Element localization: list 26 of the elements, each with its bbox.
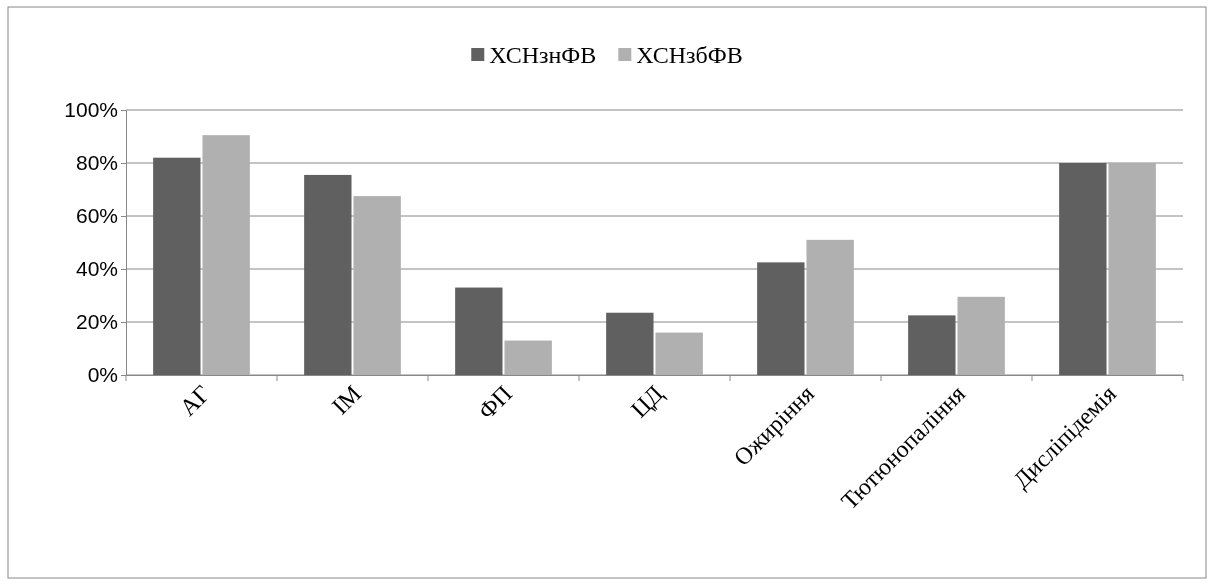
- x-tick-label: ЦД: [625, 380, 669, 423]
- bar: [504, 340, 552, 375]
- x-tick-label: ФП: [473, 380, 518, 425]
- bar: [606, 312, 654, 375]
- y-tick-label: 100%: [64, 98, 118, 122]
- bar: [1108, 163, 1156, 375]
- legend-label: ХСНзбФВ: [636, 42, 743, 69]
- y-tick-label: 80%: [75, 151, 118, 175]
- bar: [202, 135, 250, 375]
- legend-label: ХСНзнФВ: [489, 42, 597, 69]
- bar: [757, 262, 805, 375]
- bar: [908, 315, 956, 375]
- x-tick-label: АГ: [174, 380, 216, 421]
- bar: [806, 239, 854, 375]
- bar: [455, 287, 503, 375]
- y-tick-label: 40%: [75, 257, 118, 281]
- bar: [353, 196, 401, 375]
- bar: [957, 296, 1005, 375]
- bar: [655, 332, 703, 375]
- y-tick-label: 0%: [87, 363, 118, 387]
- x-tick-label: ІМ: [327, 380, 367, 420]
- y-tick-label: 60%: [75, 204, 118, 228]
- y-tick-label: 20%: [75, 310, 118, 334]
- bar: [153, 157, 201, 375]
- bar: [1059, 163, 1107, 375]
- bar: [304, 174, 352, 375]
